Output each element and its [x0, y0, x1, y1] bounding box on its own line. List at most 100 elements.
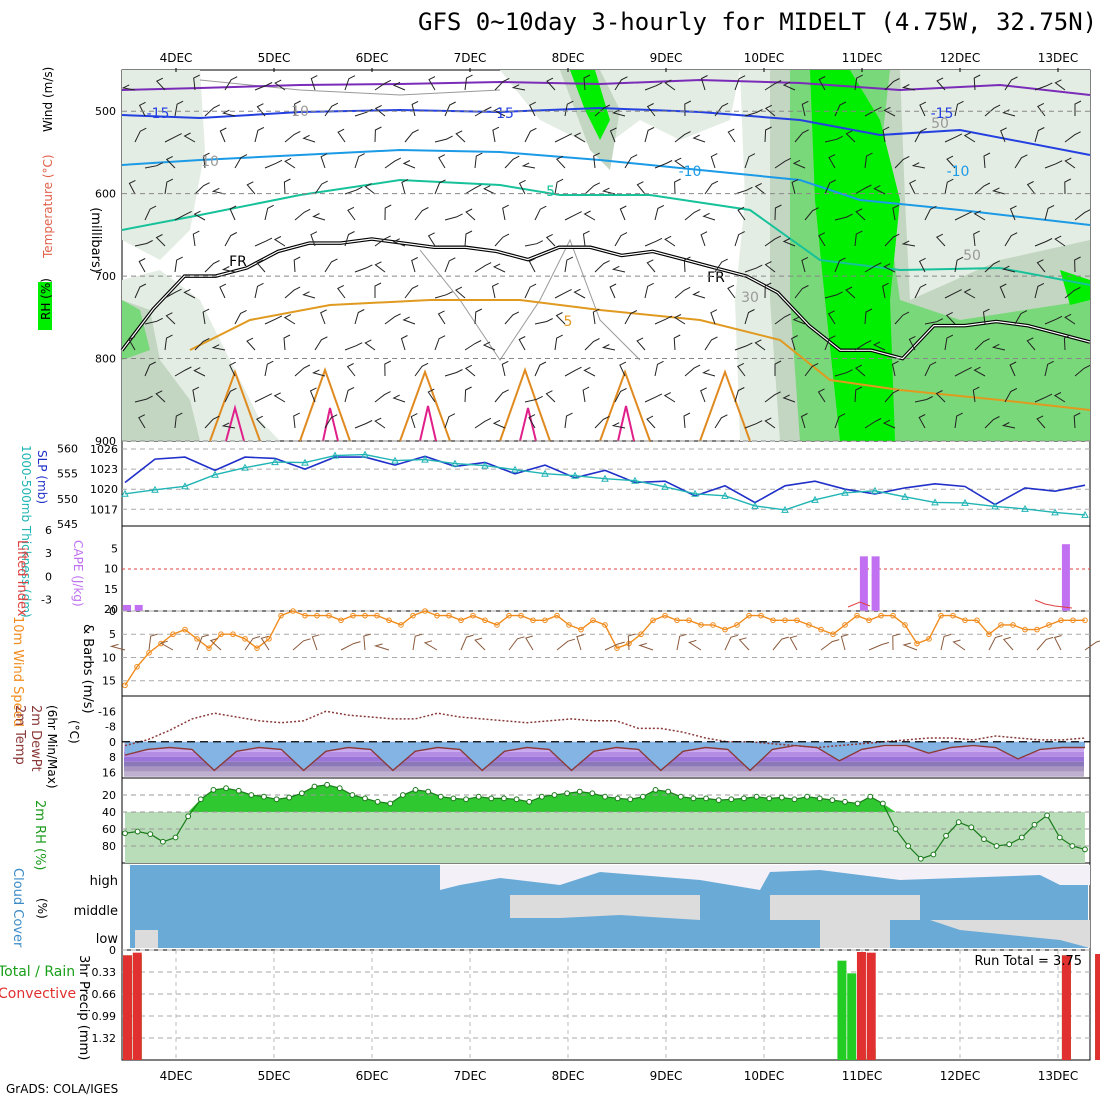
wind-barb: [734, 75, 746, 91]
wind-speed-marker: [494, 622, 500, 628]
wind-speed-marker: [386, 617, 392, 624]
wind-barb: [834, 369, 853, 377]
wind-barb: [400, 335, 408, 351]
rh-marker: [778, 794, 785, 801]
wind-barb-10m: [363, 633, 371, 651]
wind-barb: [474, 308, 483, 325]
wind-barb: [584, 182, 601, 195]
precip-bar: [847, 973, 857, 1060]
wind-speed-marker: [758, 612, 764, 619]
wind-barb: [155, 234, 166, 247]
wind-barb: [224, 232, 238, 247]
wind-barb: [834, 257, 846, 273]
cloud-layer-clear: [135, 930, 158, 948]
wind-barb: [1036, 259, 1046, 273]
rh-marker: [804, 793, 811, 800]
cloud-unit-label: (%): [35, 898, 49, 919]
wind-barb: [924, 318, 944, 325]
wind-barb: [654, 160, 673, 169]
contour-label: 30: [741, 290, 759, 306]
rh-marker: [614, 795, 621, 802]
slp-tick-label: 1020: [90, 483, 118, 496]
wind-speed-marker: [338, 617, 344, 624]
wind-barb: [134, 395, 153, 403]
wind-speed-marker: [554, 612, 560, 619]
wind-speed-marker: [662, 612, 668, 619]
wind-speed-marker: [230, 631, 236, 638]
wind-barb: [684, 208, 701, 221]
wind-speed-marker: [254, 645, 260, 651]
wind-barb: [192, 386, 200, 403]
rh-marker: [172, 834, 179, 841]
wind-barb: [1054, 235, 1066, 247]
dewpoint-band: [124, 766, 1084, 772]
wind-barb: [302, 134, 316, 143]
wind-barb: [872, 341, 886, 351]
wind-barb-10m: [460, 634, 474, 651]
wind-barb: [817, 388, 826, 403]
wind-barb: [364, 183, 376, 195]
wind-speed-marker: [638, 631, 644, 638]
wind-barb: [644, 126, 655, 143]
wind-barb: [764, 391, 781, 403]
wind-barb: [164, 334, 173, 351]
x-tick-label-bottom: 11DEC: [842, 1069, 882, 1083]
wind-barb: [684, 364, 701, 377]
wind-barb: [229, 205, 237, 221]
wind-barb: [346, 363, 356, 377]
wind-barb: [254, 82, 273, 91]
wind-barb: [354, 153, 365, 169]
wind-barb: [254, 393, 273, 403]
wind-barb: [864, 106, 882, 117]
wind-barb: [1036, 415, 1046, 429]
x-tick-label-top: 7DEC: [454, 51, 487, 65]
wind-barbs-upper: [121, 74, 1091, 429]
wind-barb: [744, 109, 763, 117]
wind-barb: [791, 335, 798, 351]
wind-barb: [294, 364, 311, 377]
wind-speed-marker: [1034, 626, 1040, 633]
cape-bar: [871, 556, 880, 611]
wind-barb: [392, 81, 406, 91]
wind-barb: [1064, 157, 1076, 169]
wind-barb: [134, 240, 153, 247]
wind-barb: [1004, 232, 1018, 247]
wind-barb: [1034, 127, 1045, 143]
wind-barb: [636, 337, 646, 351]
rh-marker: [488, 795, 495, 802]
wind-barb: [1014, 154, 1028, 169]
wind-barb: [754, 339, 766, 351]
wind-barb: [935, 233, 946, 247]
wind-barb: [704, 180, 719, 195]
wind-barb: [354, 108, 373, 117]
contour-label: -15: [147, 106, 170, 122]
wind-barb: [528, 414, 536, 429]
wind-barb: [614, 387, 627, 403]
wind-barb: [882, 126, 890, 143]
cloud-layer-clear: [770, 895, 920, 920]
wind-barb: [674, 157, 686, 169]
rh-marker: [905, 843, 912, 849]
rh-marker: [450, 795, 457, 802]
wind-barb: [374, 235, 391, 247]
wind-barb: [1074, 364, 1091, 377]
wind-speed-marker: [506, 612, 512, 619]
rh-marker: [437, 793, 444, 800]
wind-speed-marker: [350, 612, 356, 619]
wind-barb: [434, 335, 446, 351]
rh-marker: [639, 793, 646, 800]
wind-barb: [410, 413, 418, 429]
thickness-tick-label: 545: [57, 518, 78, 531]
wind-barb: [734, 186, 753, 195]
wind-barb: [828, 154, 836, 169]
wind-barb: [646, 259, 656, 273]
wind-barb: [644, 237, 663, 247]
wind-barb: [954, 211, 973, 221]
wind-barb: [310, 75, 318, 91]
wind-barb-10m: [311, 634, 320, 651]
wind-barb: [464, 230, 473, 247]
wind-speed-marker: [698, 622, 704, 628]
wind-barb: [901, 84, 916, 91]
wind-barb: [204, 415, 220, 429]
wind-speed-marker: [782, 617, 788, 624]
